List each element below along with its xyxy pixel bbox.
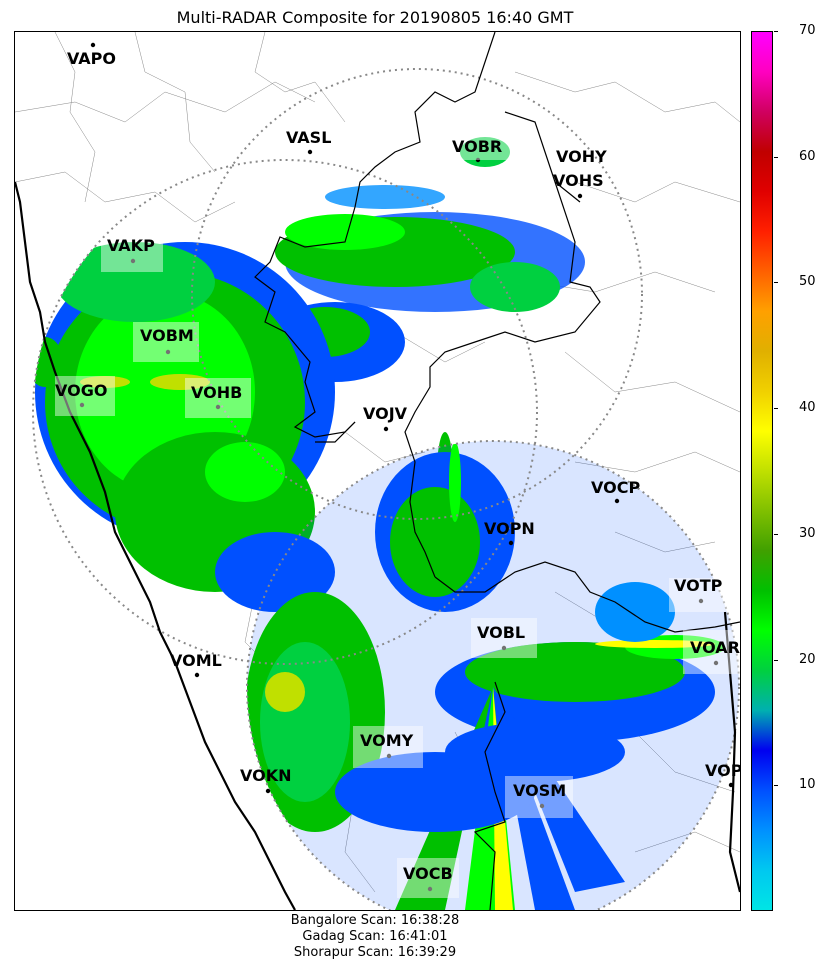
radar-range-rings (32, 68, 740, 910)
scan-time-gadag: Gadag Scan: 16:41:01 (302, 929, 448, 944)
colorbar-tick (774, 31, 778, 32)
label-backgrounds (55, 132, 740, 898)
coastline (15, 181, 740, 910)
station-label-vocb: VOCB (403, 864, 453, 883)
station-label-votp: VOTP (674, 576, 723, 595)
station-label-vakp: VAKP (107, 236, 155, 255)
station-dot-vobl (501, 645, 507, 651)
station-label-vobm: VOBM (140, 326, 194, 345)
station-label-vasl: VASL (286, 128, 331, 147)
radar-map[interactable]: VAPO VASL VOBR VOHY VOHS VAKP VOBM VOGO … (14, 31, 741, 911)
station-dot-vogo (79, 402, 85, 408)
radar-echo-north (265, 137, 585, 512)
station-dot-vomy (386, 753, 392, 759)
station-dot-vopc (728, 782, 734, 788)
station-label-vobl: VOBL (477, 623, 525, 642)
range-ring-north (191, 68, 643, 520)
colorbar-tick-label: 50 (799, 274, 816, 290)
station-dot-votp (698, 598, 704, 604)
station-dot-vasl (307, 149, 313, 155)
station-dot-vapo (90, 42, 96, 48)
colorbar-tick-label: 10 (799, 777, 816, 793)
station-label-vocp: VOCP (591, 478, 640, 497)
station-dot-vakp (130, 258, 136, 264)
station-dot-vojv (383, 426, 389, 432)
station-label-vohy: VOHY (556, 147, 607, 166)
scan-time-shorapur: Shorapur Scan: 16:39:29 (293, 945, 457, 960)
station-markers (79, 42, 734, 892)
station-label-vobr: VOBR (452, 137, 502, 156)
colorbar-tick-label: 70 (799, 23, 816, 38)
radar-echo-south (247, 441, 739, 910)
station-dot-vobr (475, 157, 481, 163)
station-label-vogo: VOGO (55, 381, 107, 400)
station-dot-vobm (165, 349, 171, 355)
scan-time-bangalore: Bangalore Scan: 16:38:28 (290, 913, 460, 928)
station-label-vohb: VOHB (191, 383, 242, 402)
range-ring-west (32, 159, 538, 665)
station-dot-vocb (427, 886, 433, 892)
range-ring-south (246, 440, 740, 910)
station-dot-vokn (265, 788, 271, 794)
colorbar-tick-label: 40 (799, 400, 816, 416)
colorbar-tick-label: 60 (799, 148, 816, 164)
station-label-vopc: VOPC (705, 761, 740, 780)
station-label-vojv: VOJV (363, 404, 408, 423)
station-label-vomy: VOMY (360, 731, 414, 750)
colorbar-tick (774, 785, 778, 787)
colorbar-tick-label: 30 (799, 525, 816, 541)
map-title: Multi-RADAR Composite for 20190805 16:40… (176, 8, 574, 27)
colorbar-tick (774, 533, 778, 535)
reflectivity-colorbar (751, 31, 773, 911)
station-dot-voml (194, 672, 200, 678)
station-dot-vosm (539, 803, 545, 809)
station-dot-vopn (508, 540, 514, 546)
station-label-vosm: VOSM (513, 781, 566, 800)
station-label-vohs: VOHS (553, 171, 604, 190)
radar-echo-west (33, 242, 335, 612)
station-labels: VAPO VASL VOBR VOHY VOHS VAKP VOBM VOGO … (55, 49, 740, 883)
colorbar-tick (774, 156, 778, 158)
colorbar-tick (774, 659, 778, 661)
colorbar-tick (774, 408, 778, 410)
station-dot-vohs (577, 193, 583, 199)
station-label-voar: VOAR (690, 638, 740, 657)
colorbar-tick (774, 282, 778, 284)
station-dot-voar (713, 660, 719, 666)
station-label-vapo: VAPO (67, 49, 116, 68)
state-boundaries (254, 32, 740, 910)
station-label-voml: VOML (170, 651, 222, 670)
scan-times: Bangalore Scan: 16:38:28 Gadag Scan: 16:… (0, 913, 750, 961)
colorbar-tick-label: 20 (799, 651, 816, 667)
station-dot-vocp (614, 498, 620, 504)
station-label-vopn: VOPN (484, 519, 535, 538)
station-dot-vohb (215, 404, 221, 410)
station-label-vokn: VOKN (240, 766, 292, 785)
